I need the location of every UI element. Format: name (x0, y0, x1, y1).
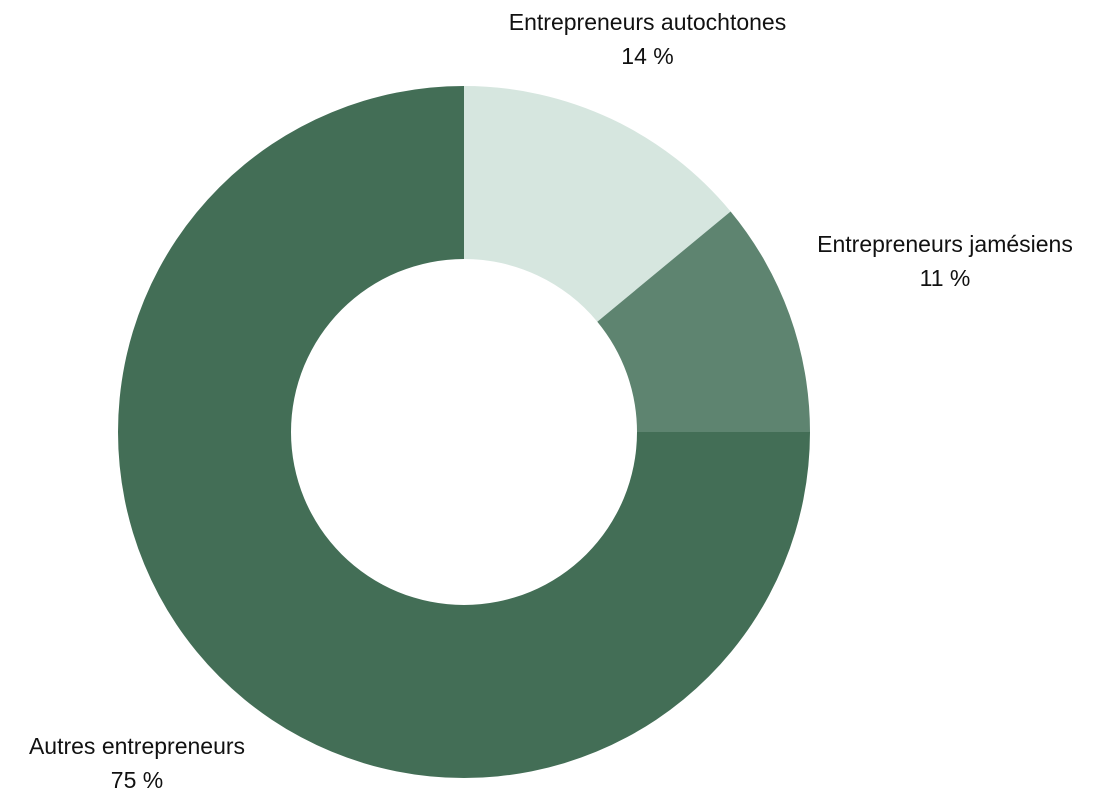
donut-slices (118, 86, 810, 778)
slice-value-jamesiens: 11 % (919, 265, 971, 291)
donut-slice-2 (118, 86, 810, 778)
slice-name-autochtones: Entrepreneurs autochtones (508, 9, 787, 35)
donut-slice-0 (464, 86, 731, 322)
slice-label-autres: Autres entrepreneurs 75 % (2, 729, 272, 797)
slice-value-autochtones: 14 % (621, 43, 674, 69)
donut-slice-1 (597, 211, 810, 432)
slice-value-autres: 75 % (110, 767, 164, 793)
slice-label-autochtones: Entrepreneurs autochtones 14 % (486, 5, 809, 73)
slice-name-jamesiens: Entrepreneurs jamésiens (817, 231, 1073, 257)
slice-label-jamesiens: Entrepreneurs jamésiens 11 % (792, 227, 1098, 295)
slice-name-autres: Autres entrepreneurs (28, 733, 246, 759)
